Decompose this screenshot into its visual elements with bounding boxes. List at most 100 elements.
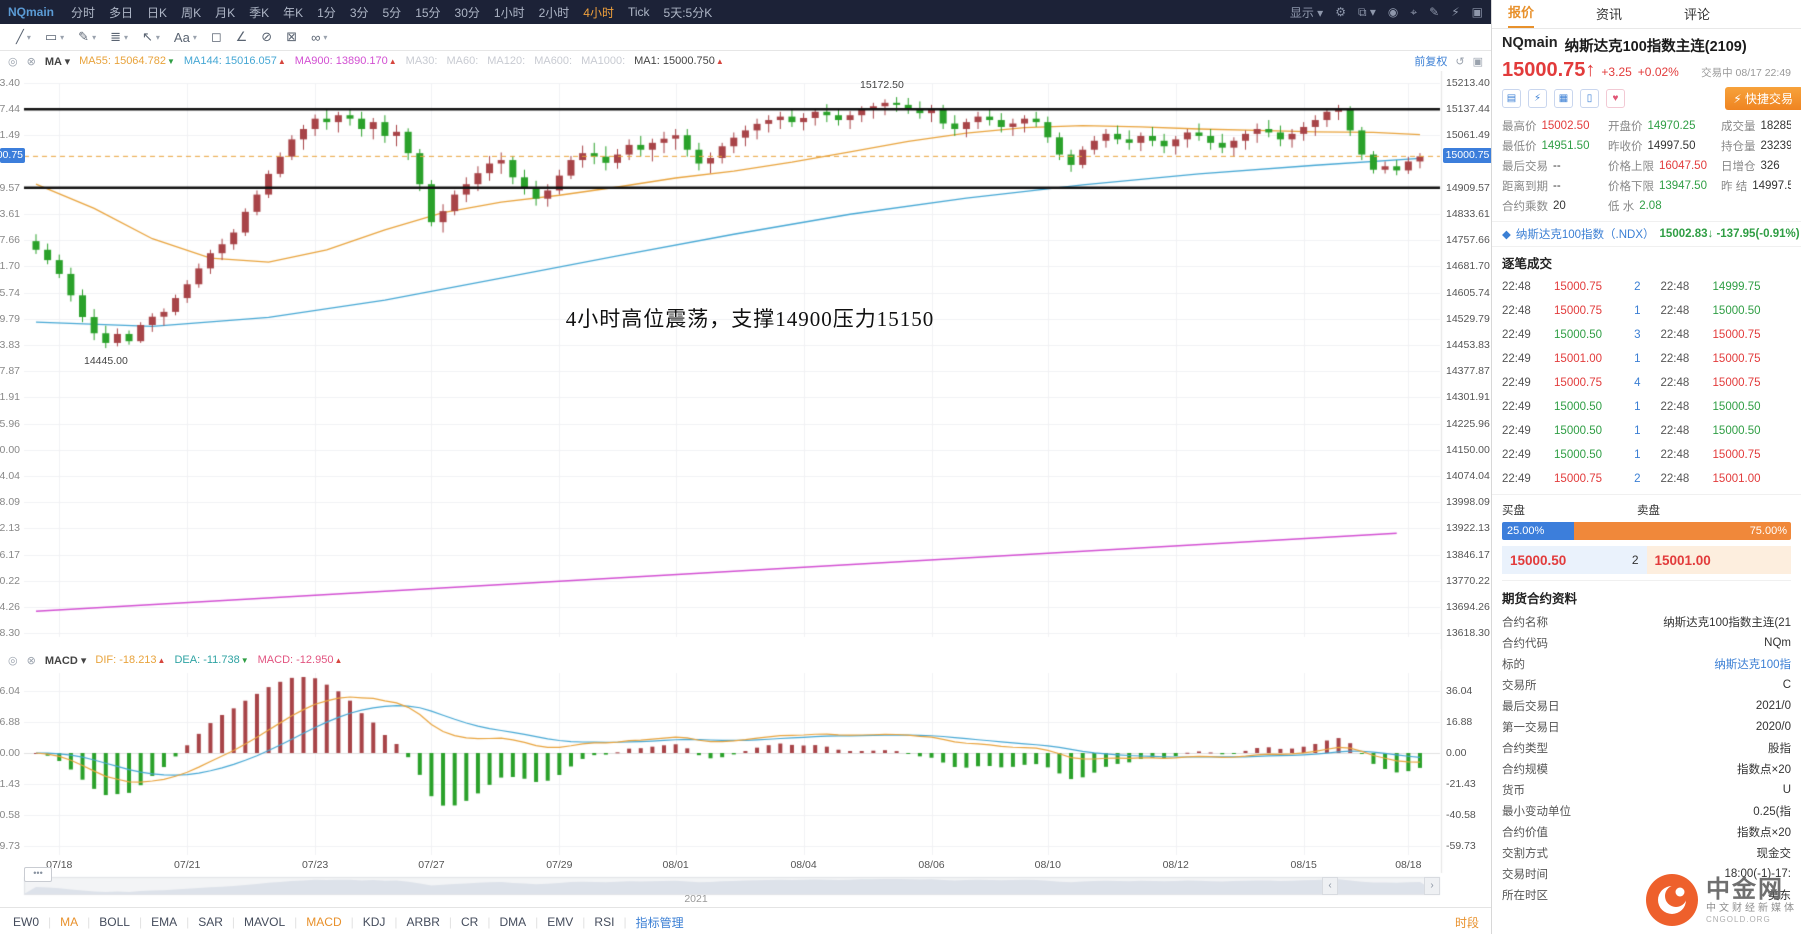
crosshair-icon[interactable]: ⌖ [1410,4,1418,19]
angle-tool[interactable]: ∠ [230,29,254,45]
timeframe-item[interactable]: 15分 [415,5,441,20]
quick-trade-button[interactable]: ⚡ 快捷交易 [1725,86,1801,110]
stat-label: 价格上限 [1608,161,1654,173]
timeframe-item[interactable]: 2小时 [538,5,570,20]
trendline-tool[interactable]: ╱ ▾ [10,29,37,45]
macd-indicator-name[interactable]: MACD ▾ [44,654,87,667]
hide-drawings-tool[interactable]: ⊘ [255,29,278,45]
favorite-icon[interactable]: ♥ [1606,88,1625,108]
indicator-tab-DMA[interactable]: DMA [499,915,527,929]
macd-value-text: MACD: -12.950 [257,654,334,666]
bid-cell[interactable]: 15000.50 2 [1502,546,1647,574]
stat-cell: 昨收价 14997.50 [1608,137,1721,155]
indicator-tab-SAR[interactable]: SAR [198,915,223,929]
y-axis-label-left: 15061.49 [0,129,20,142]
ask-cell[interactable]: 15001.00 [1646,546,1791,574]
timeframe-item[interactable]: 5天:5分K [663,5,713,20]
panel-tab-评论[interactable]: 评论 [1684,7,1711,22]
panel-tab-资讯[interactable]: 资讯 [1596,7,1623,22]
link-tool[interactable]: ∞ ▾ [305,30,333,45]
timeframe-item[interactable]: 5分 [382,5,402,20]
display-menu[interactable]: 显示 ▾ [1289,5,1324,20]
scroll-right-arrow[interactable]: › [1424,877,1440,895]
candlestick-chart[interactable] [0,71,1491,907]
indicator-tab-EMV[interactable]: EMV [547,915,574,929]
visibility-toggle-icon[interactable]: ◎ [8,654,18,667]
shape-tool[interactable]: ▭ ▾ [39,29,70,45]
timeframe-item[interactable]: 3分 [349,5,369,20]
tick-trade-row: 22:48 15000.50 [1661,395,1792,419]
indicator-tab-KDJ[interactable]: KDJ [362,915,386,929]
indicator-tab-MAVOL[interactable]: MAVOL [244,915,286,929]
trade-time: 22:48 [1660,353,1690,365]
timeframe-item[interactable]: 月K [215,5,236,20]
indicator-tab-CR[interactable]: CR [461,915,479,929]
screenshot-icon[interactable]: ◉ [1387,5,1399,19]
indicator-tab-RSI[interactable]: RSI [594,915,615,929]
caret-down-icon: ▾ [26,32,31,42]
timeframe-item[interactable]: 年K [283,5,304,20]
timeframe-item[interactable]: 30分 [454,5,480,20]
stat-value: 14951.50 [1541,140,1590,152]
contract-info-row: 合约代码 NQm [1502,632,1791,653]
settings-icon[interactable]: ⚙ [1335,5,1346,19]
indicator-tab-BOLL[interactable]: BOLL [99,915,130,929]
visibility-toggle-icon[interactable]: ◎ [8,55,18,68]
trade-time: 22:49 [1502,449,1531,461]
timeframe-item[interactable]: 日K [147,5,168,20]
session-button[interactable]: 时段 [1454,915,1479,930]
pane-icon[interactable]: ▣ [1472,55,1483,68]
timeframe-item[interactable]: 1分 [317,5,336,20]
indicator-tab-EMA[interactable]: EMA [151,915,178,929]
scroll-left-arrow[interactable]: ‹ [1322,877,1338,895]
indicator-tab-指标管理[interactable]: 指标管理 [635,915,684,930]
timeframe-item[interactable]: 1小时 [493,5,525,20]
undo-icon[interactable]: ↺ [1455,55,1465,68]
delete-drawings-tool[interactable]: ⊠ [280,29,303,45]
drawing-toolbar: ╱ ▾ ▭ ▾ ✎ ▾ ≣ ▾ ↖ ▾ Aa ▾ ◻ ∠ ⊘ ⊠ ∞ ▾ [0,24,1491,51]
indicator-name[interactable]: MA ▾ [44,55,71,68]
news-icon[interactable]: ▯ [1580,88,1599,108]
layout-icon[interactable]: ⧉ ▾ [1357,4,1376,19]
draw-icon[interactable]: ✎ [1429,5,1440,19]
stat-cell: 价格上限 16047.50 [1608,157,1721,175]
timeframe-item[interactable]: 分时 [71,5,96,20]
contract-field-value[interactable]: 纳斯达克100指 [1714,658,1791,671]
indicator-tab-MACD[interactable]: MACD [306,915,342,929]
depth-icon[interactable]: ▤ [1502,88,1521,108]
low-price-annotation: 14445.00 [84,355,128,367]
ma-value: MA60: [446,55,478,67]
timeframe-item[interactable]: Tick [627,5,650,19]
flash-order-icon[interactable]: ⚡ [1528,88,1547,108]
chart-more-options-button[interactable]: ••• [24,867,52,882]
indicator-tab-ARBR[interactable]: ARBR [406,915,440,929]
timeframe-item[interactable]: 多日 [109,5,134,20]
timeframe-item[interactable]: 4小时 [583,5,614,20]
sell-percent-label: 75.00% [1749,525,1787,537]
close-indicator-icon[interactable]: ⊗ [26,55,36,68]
close-indicator-icon[interactable]: ⊗ [26,654,36,667]
y-axis-label-left-text: 15061.49 [0,129,20,142]
timeframe-item[interactable]: 季K [249,5,270,20]
top-menu-bar: NQmain 分时 多日 日K 周K 月K 季K 年K 1分 3分 5分 15分 30分 1小时 2小时 4… [0,0,1491,24]
stat-cell: 最后交易 -- [1502,157,1608,175]
macd-axis-label-left-text: -59.73 [0,840,20,852]
price-adjust-mode[interactable]: 前复权 [1414,56,1448,68]
arrow-tool[interactable]: ↖ ▾ [136,29,166,45]
window-icon[interactable]: ▣ [1471,5,1483,19]
underlying-index-row[interactable]: ◆ 纳斯达克100指数（.NDX） 15002.83↓ -137.95(-0.9… [1492,221,1801,247]
y-axis-label-left-text: 14453.83 [0,339,20,352]
tick-trade-row: 22:48 15000.75 [1661,323,1792,347]
panel-tab-报价[interactable]: 报价 [1508,2,1535,28]
text-tool[interactable]: Aa ▾ [168,30,203,45]
contract-field-value: 0.25(指 [1753,805,1791,818]
indicator-tab-MA[interactable]: MA [60,915,79,929]
kline-icon[interactable]: ▦ [1554,88,1573,108]
lines-tool[interactable]: ≣ ▾ [104,29,134,45]
indicator-tab-EW0[interactable]: EW0 [13,915,40,929]
timeframe-item[interactable]: 周K [181,5,202,20]
annotation-tool[interactable]: ◻ [205,29,228,45]
tick-trade-row: 22:48 15000.50 [1661,299,1792,323]
quick-trade-icon[interactable]: ⚡ [1451,5,1460,19]
brush-tool[interactable]: ✎ ▾ [72,29,102,45]
